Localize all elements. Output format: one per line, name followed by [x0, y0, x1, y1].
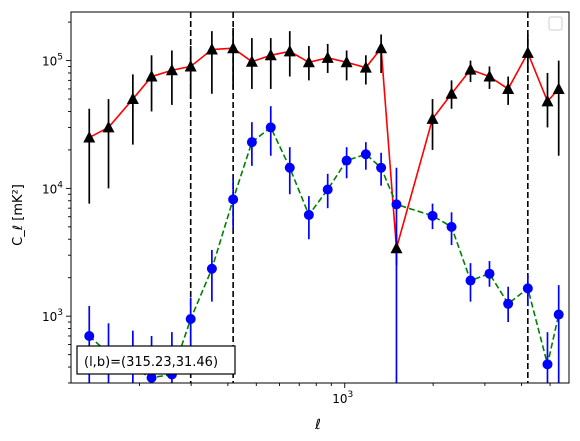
- data-point: [83, 131, 96, 143]
- data-point: [360, 149, 371, 160]
- data-point: [102, 120, 115, 133]
- data-point: [165, 63, 178, 76]
- data-point: [227, 41, 240, 54]
- data-point: [264, 48, 277, 61]
- x-axis-label: ℓ: [314, 417, 321, 433]
- data-point: [445, 87, 458, 99]
- x-tick-label: 103: [332, 390, 353, 406]
- data-point: [541, 94, 554, 107]
- data-point: [322, 184, 333, 195]
- annotation-box: (l,b)=(315.23,31.46): [76, 345, 236, 375]
- data-point: [390, 241, 403, 254]
- data-point: [483, 70, 496, 82]
- data-point: [341, 155, 352, 166]
- data-point: [375, 41, 388, 54]
- plot-area: 103 104 105 103: [42, 11, 570, 406]
- data-point: [126, 92, 139, 105]
- data-point: [184, 59, 197, 72]
- data-point: [465, 275, 476, 286]
- data-point: [245, 55, 258, 67]
- plot-content: [83, 12, 565, 383]
- data-point: [205, 43, 218, 55]
- data-point: [303, 209, 314, 220]
- data-point: [283, 44, 296, 57]
- data-point: [503, 298, 514, 309]
- data-point: [542, 359, 553, 370]
- legend: [548, 16, 563, 31]
- series-line: [88, 126, 560, 379]
- data-point: [502, 82, 515, 94]
- data-point: [265, 122, 276, 133]
- data-point: [302, 55, 315, 68]
- data-point: [246, 137, 257, 148]
- data-point: [426, 112, 439, 124]
- data-point: [340, 55, 353, 68]
- data-point: [321, 51, 334, 63]
- data-point: [484, 268, 495, 279]
- data-point: [376, 162, 387, 173]
- data-point: [84, 330, 95, 341]
- data-point: [228, 194, 239, 205]
- data-point: [359, 61, 372, 73]
- data-point: [552, 82, 565, 94]
- y-tick-label: 104: [42, 180, 63, 196]
- y-tick-label: 105: [42, 53, 63, 69]
- annotation-text: (l,b)=(315.23,31.46): [84, 355, 218, 370]
- data-point: [521, 46, 534, 58]
- data-point: [145, 70, 158, 82]
- data-point: [146, 372, 157, 383]
- y-axis-label: C_ℓ [mK²]: [11, 184, 26, 246]
- data-point: [522, 283, 533, 294]
- plot-frame: [70, 11, 570, 384]
- data-point: [446, 221, 457, 232]
- data-point: [391, 199, 402, 210]
- data-point: [427, 210, 438, 221]
- y-tick-label: 103: [42, 308, 63, 324]
- data-point: [185, 314, 196, 325]
- data-point: [553, 309, 564, 320]
- data-point: [464, 63, 477, 75]
- data-point: [284, 162, 295, 173]
- data-point: [206, 263, 217, 274]
